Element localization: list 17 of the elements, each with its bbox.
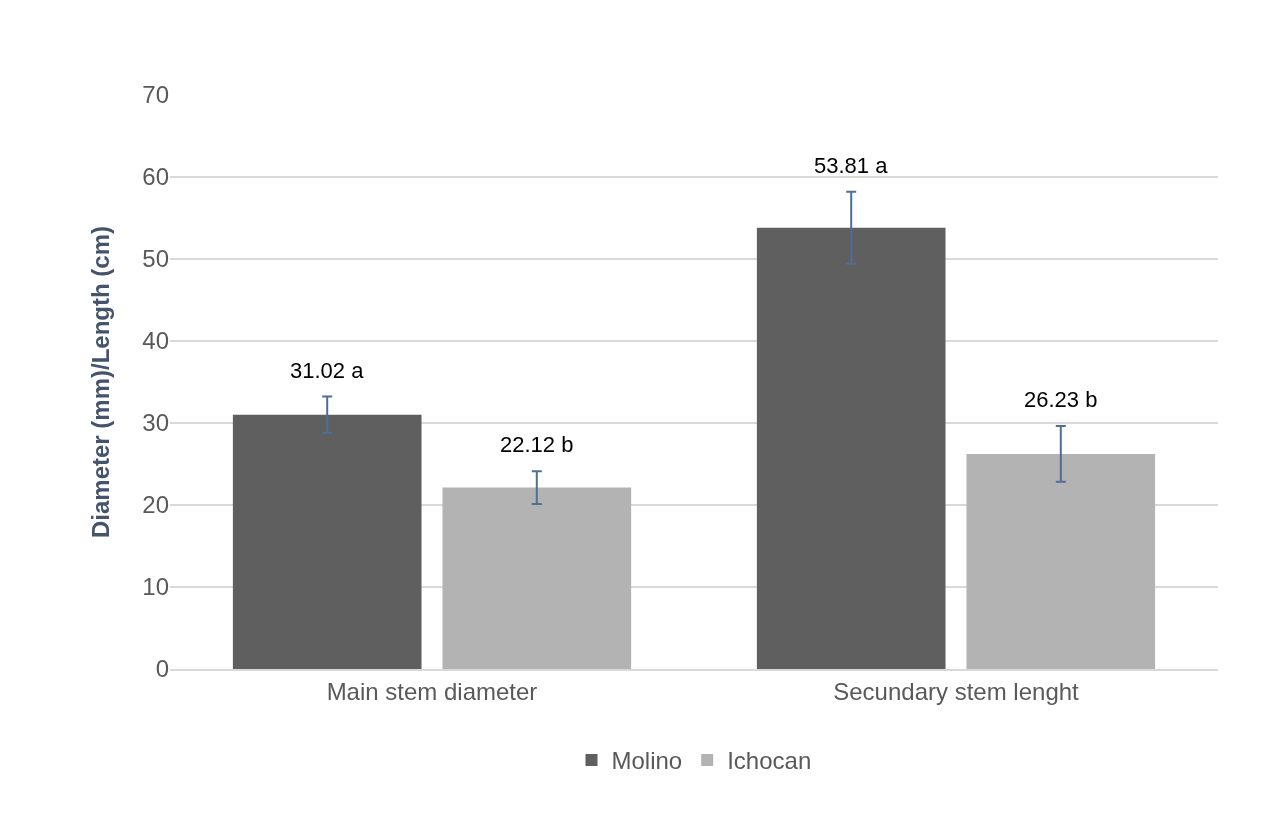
y-tick-label: 30 <box>142 409 169 437</box>
data-label: 22.12 b <box>500 432 574 457</box>
y-tick-label: 0 <box>155 655 169 683</box>
data-label: 26.23 b <box>1024 387 1098 412</box>
y-tick-label: 20 <box>142 491 169 519</box>
y-tick-label: 50 <box>142 245 169 273</box>
data-label: 53.81 a <box>814 153 889 178</box>
y-tick-label: 60 <box>142 163 169 191</box>
legend-label: Molino <box>611 747 683 775</box>
y-axis-title: Diameter (mm)/Length (cm) <box>87 225 115 539</box>
x-tick-label: Main stem diameter <box>326 677 538 705</box>
y-tick-label: 40 <box>142 327 169 355</box>
data-label: 31.02 a <box>290 358 365 383</box>
y-tick-label: 70 <box>142 81 169 109</box>
x-tick-label: Secundary stem lenght <box>833 677 1080 705</box>
y-tick-label: 10 <box>142 573 169 601</box>
legend-label: Ichocan <box>727 747 812 775</box>
